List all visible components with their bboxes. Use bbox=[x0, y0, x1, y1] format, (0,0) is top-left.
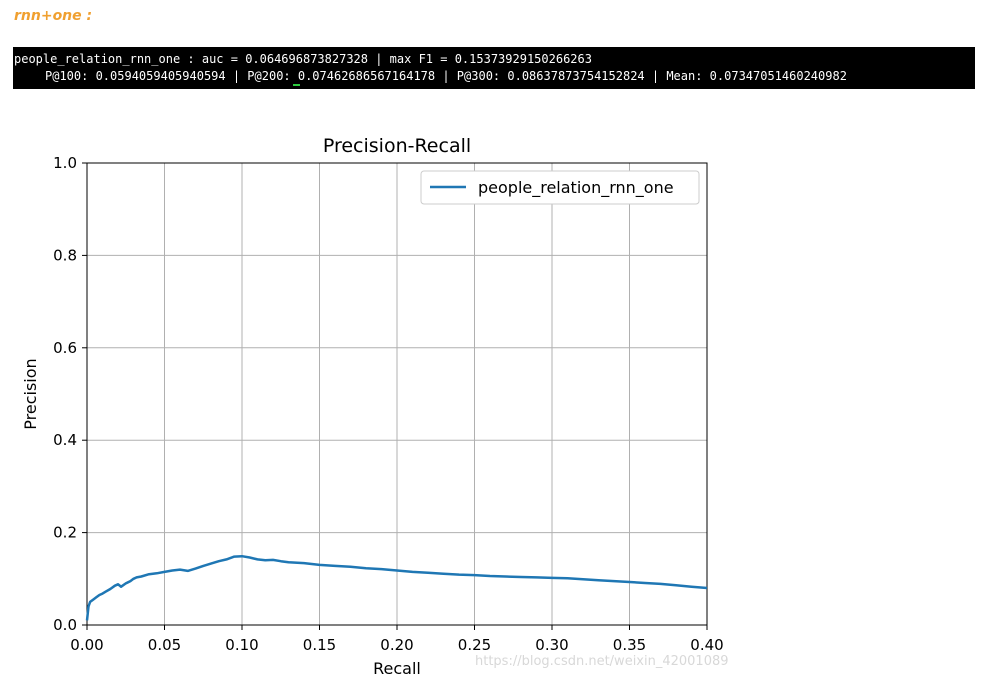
x-tick-label: 0.35 bbox=[613, 636, 646, 654]
y-tick-label: 0.2 bbox=[53, 524, 77, 542]
y-tick-label: 0.4 bbox=[53, 431, 77, 449]
terminal-line-precision-at-k: P@100: 0.0594059405940594 | P@200: 0.074… bbox=[45, 69, 847, 83]
x-tick-label: 0.00 bbox=[70, 636, 103, 654]
y-tick-label: 0.6 bbox=[53, 339, 77, 357]
x-tick-label: 0.20 bbox=[380, 636, 413, 654]
legend-label-people-relation-rnn-one: people_relation_rnn_one bbox=[478, 178, 674, 198]
section-heading: rnn+one : bbox=[14, 8, 93, 24]
x-tick-label: 0.30 bbox=[535, 636, 568, 654]
y-tick-label: 0.8 bbox=[53, 246, 77, 264]
terminal-output: people_relation_rnn_one : auc = 0.064696… bbox=[13, 47, 975, 89]
chart-title: Precision-Recall bbox=[323, 135, 471, 157]
x-axis-ticks: 0.00 0.05 0.10 0.15 0.20 0.25 0.30 0.35 0.40 bbox=[70, 625, 724, 654]
series-line-people-relation-rnn-one bbox=[85, 554, 708, 621]
y-axis-title: Precision bbox=[21, 358, 40, 429]
legend: people_relation_rnn_one bbox=[420, 170, 700, 205]
watermark: https://blog.csdn.net/weixin_42001089 bbox=[475, 654, 729, 669]
y-axis-ticks: 0.0 0.2 0.4 0.6 0.8 1.0 bbox=[53, 154, 87, 634]
y-tick-label: 0.0 bbox=[53, 616, 77, 634]
x-tick-label: 0.05 bbox=[148, 636, 181, 654]
x-tick-label: 0.25 bbox=[458, 636, 491, 654]
legend-box bbox=[420, 170, 700, 205]
grid-lines bbox=[86, 162, 708, 626]
terminal-cursor bbox=[293, 84, 300, 86]
x-tick-label: 0.10 bbox=[225, 636, 258, 654]
y-tick-label: 1.0 bbox=[53, 154, 77, 172]
x-axis-title: Recall bbox=[373, 659, 421, 678]
terminal-line-metrics: people_relation_rnn_one : auc = 0.064696… bbox=[14, 52, 592, 66]
x-tick-label: 0.40 bbox=[690, 636, 723, 654]
x-tick-label: 0.15 bbox=[303, 636, 336, 654]
